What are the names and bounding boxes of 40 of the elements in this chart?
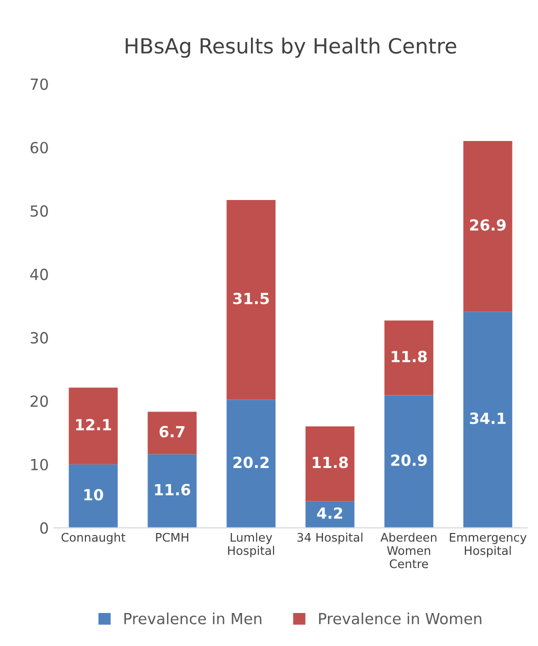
y-tick-label: 40	[30, 268, 48, 280]
y-tick-label: 70	[30, 78, 48, 90]
bar	[463, 312, 512, 528]
data-label: 12.1	[76, 418, 112, 430]
y-tick-label: 60	[30, 142, 48, 154]
y-tick-label: 20	[30, 395, 48, 408]
y-tick-label: 50	[30, 205, 48, 217]
data-label: 26.9	[470, 219, 506, 231]
x-tick-label: Aberdeen Women Centre	[380, 532, 436, 568]
legend-label: Prevalence in Women	[319, 612, 482, 624]
chart-title: HBsAg Results by Health Centre	[126, 38, 456, 58]
x-tick-label: Connaught	[62, 532, 126, 544]
data-label: 4.2	[317, 507, 342, 519]
data-label: 10	[84, 488, 104, 501]
data-label: 31.5	[233, 292, 269, 304]
data-label: 20.9	[391, 454, 427, 466]
y-tick-label: 0	[40, 522, 48, 534]
bar	[68, 464, 118, 528]
data-label: 34.1	[470, 412, 506, 424]
x-tick-label: PCMH	[156, 532, 188, 542]
x-tick-label: Lumley Hospital	[228, 532, 274, 558]
bar	[148, 412, 197, 454]
bar	[226, 200, 276, 400]
x-tick-label: Emmergency Hospital	[450, 533, 526, 558]
y-tick-label: 10	[31, 458, 48, 470]
data-label: 11.6	[155, 484, 190, 496]
bar	[148, 454, 197, 528]
bar	[384, 320, 434, 396]
bar	[226, 400, 276, 528]
bar	[306, 426, 354, 502]
bar	[463, 141, 512, 312]
bar	[384, 395, 434, 528]
x-tick-label: 34 Hospital	[297, 532, 362, 544]
bar	[68, 388, 118, 464]
data-label: 11.8	[312, 456, 348, 468]
data-label: 11.8	[392, 350, 427, 362]
data-label: 20.2	[233, 456, 269, 468]
y-tick-label: 30	[30, 332, 48, 344]
data-label: 6.7	[160, 426, 184, 438]
legend-label: Prevalence in Men	[124, 612, 262, 624]
